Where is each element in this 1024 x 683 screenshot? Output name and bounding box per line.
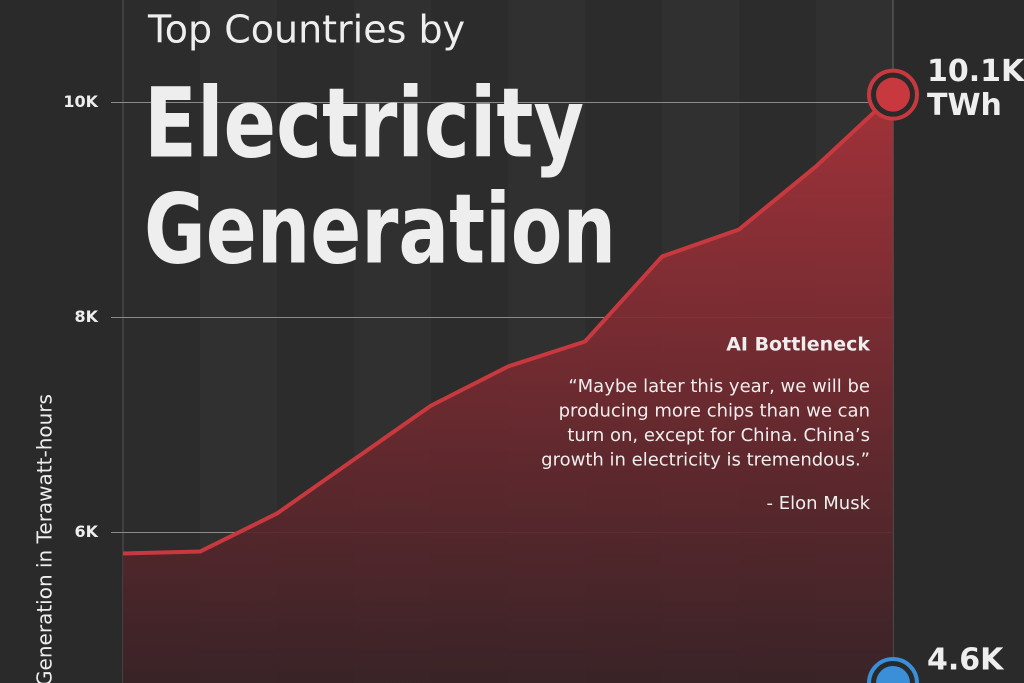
quote-line: growth in electricity is tremendous.” (541, 450, 870, 471)
quote-line: “Maybe later this year, we will be (568, 376, 870, 397)
line (122, 93, 895, 556)
y-tick-label: 8K (74, 307, 98, 326)
y-tick-label: 10K (63, 92, 98, 111)
annotation-title: AI Bottleneck (726, 334, 870, 356)
annotation-quote: “Maybe later this year, we will be produc… (541, 376, 870, 471)
area (123, 94, 893, 683)
title-line: Top Countries by (147, 8, 465, 52)
quote-line: producing more chips than we can (559, 401, 870, 422)
title-line: Generation (144, 173, 616, 285)
flag-badge (876, 77, 910, 112)
quote-line: turn on, except for China. China’s (567, 425, 870, 446)
annotation-source: - Elon Musk (767, 493, 871, 514)
y-axis-label: Generation in Terawatt-hours (33, 394, 57, 683)
value-label: 4.6K (927, 643, 1005, 678)
value-unit: TWh (927, 88, 1002, 123)
title-line: Electricity (144, 67, 584, 179)
flag-badge (876, 666, 910, 683)
value-label: 10.1K (927, 54, 1024, 89)
y-tick-label: 6K (74, 522, 98, 541)
